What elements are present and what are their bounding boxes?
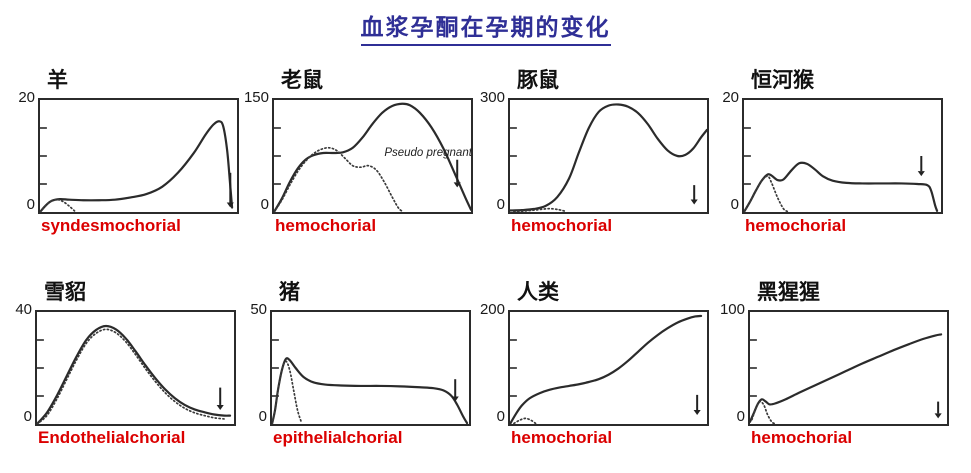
dotted-curve	[40, 200, 74, 212]
chart-panel: 恒河猴 20 0 hemochorial	[709, 64, 944, 249]
down-arrow-head	[216, 404, 224, 410]
progesterone-plot	[274, 100, 471, 212]
placenta-type-label: hemochorial	[745, 216, 847, 235]
animal-name: 豚鼠	[517, 69, 559, 92]
dotted-curve	[744, 176, 787, 212]
y-axis-max-label: 300	[479, 89, 505, 106]
animal-name: 羊	[47, 69, 68, 92]
down-arrow-head	[451, 396, 459, 402]
y-axis-max-label: 20	[722, 89, 739, 106]
placenta-type-label: hemochorial	[275, 216, 377, 235]
progesterone-plot	[750, 312, 947, 424]
animal-name: 黑猩猩	[757, 281, 820, 304]
y-axis-zero-label: 0	[736, 408, 745, 425]
dotted-curve	[37, 329, 224, 424]
down-arrow-head	[690, 199, 698, 205]
solid-curve	[510, 316, 701, 424]
progesterone-plot	[510, 312, 707, 424]
plot-box	[508, 310, 709, 426]
figure-title-text: 血浆孕酮在孕期的变化	[360, 8, 611, 46]
down-arrow-head	[453, 182, 461, 188]
y-axis-zero-label: 0	[23, 408, 32, 425]
animal-name: 雪貂	[44, 281, 86, 304]
progesterone-plot	[510, 100, 707, 212]
chart-panel: 老鼠 150 0 Pseudo pregnant hemochorial	[239, 64, 474, 249]
y-axis-max-label: 20	[18, 89, 35, 106]
plot-box	[38, 98, 239, 214]
plot-box	[742, 98, 943, 214]
animal-name: 猪	[279, 281, 300, 304]
placenta-type-label: syndesmochorial	[41, 216, 181, 235]
plot-box: Pseudo pregnant	[272, 98, 473, 214]
progesterone-plot	[272, 312, 469, 424]
animal-name: 恒河猴	[751, 69, 814, 92]
chart-panel: 黑猩猩 100 0 hemochorial	[715, 276, 950, 461]
chart-panel: 雪貂 40 0 Endothelialchorial	[2, 276, 237, 461]
pseudo-pregnant-annotation: Pseudo pregnant	[384, 147, 472, 160]
placenta-type-label: hemochorial	[511, 428, 613, 447]
plot-box	[748, 310, 949, 426]
chart-panel: 豚鼠 300 0 hemochorial	[475, 64, 710, 249]
placenta-type-label: hemochorial	[511, 216, 613, 235]
y-axis-max-label: 100	[719, 301, 745, 318]
y-axis-max-label: 40	[15, 301, 32, 318]
solid-curve	[750, 334, 941, 421]
placenta-type-label: hemochorial	[751, 428, 853, 447]
dotted-curve	[752, 401, 775, 423]
solid-curve	[272, 358, 467, 424]
y-axis-zero-label: 0	[26, 196, 35, 213]
dotted-curve	[272, 361, 302, 424]
plot-box	[508, 98, 709, 214]
progesterone-plot	[744, 100, 941, 212]
progesterone-plot	[40, 100, 237, 212]
chart-panel: 猪 50 0 epithelialchorial	[237, 276, 472, 461]
dotted-curve	[514, 418, 536, 423]
down-arrow-head	[226, 202, 234, 208]
dotted-curve	[274, 148, 402, 212]
y-axis-zero-label: 0	[496, 408, 505, 425]
placenta-type-label: epithelialchorial	[273, 428, 403, 447]
y-axis-zero-label: 0	[496, 196, 505, 213]
chart-panel: 羊 20 0 syndesmochorial	[5, 64, 240, 249]
animal-name: 老鼠	[281, 69, 323, 92]
progesterone-plot	[37, 312, 234, 424]
solid-curve	[274, 104, 471, 212]
y-axis-zero-label: 0	[260, 196, 269, 213]
y-axis-max-label: 200	[479, 301, 505, 318]
plot-box	[270, 310, 471, 426]
solid-curve	[510, 104, 707, 210]
y-axis-zero-label: 0	[258, 408, 267, 425]
solid-curve	[37, 326, 230, 424]
dotted-curve	[514, 209, 565, 212]
y-axis-zero-label: 0	[730, 196, 739, 213]
solid-curve	[40, 121, 232, 212]
y-axis-max-label: 50	[250, 301, 267, 318]
y-axis-max-label: 150	[243, 89, 269, 106]
chart-panel: 人类 200 0 hemochorial	[475, 276, 710, 461]
plot-box	[35, 310, 236, 426]
down-arrow-head	[917, 171, 925, 177]
down-arrow-head	[693, 410, 701, 416]
placenta-type-label: Endothelialchorial	[38, 428, 186, 447]
figure-title: 血浆孕酮在孕期的变化	[0, 8, 971, 46]
animal-name: 人类	[517, 281, 559, 304]
down-arrow-head	[934, 413, 942, 419]
